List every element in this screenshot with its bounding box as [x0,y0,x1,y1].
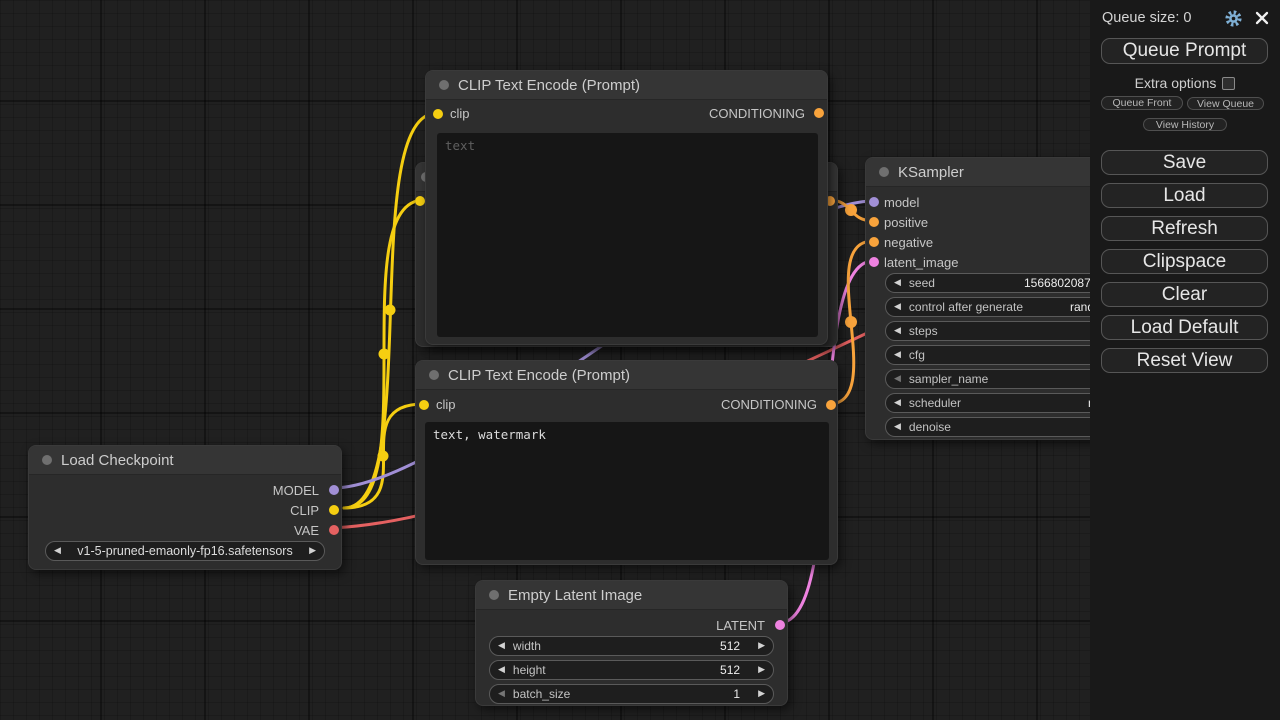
negative-input-port[interactable] [869,237,879,247]
prev-arrow[interactable]: ◀ [894,373,901,384]
comfy-menu-panel: Queue size: 0 Queue Prompt Extra options… [1090,0,1280,720]
vae-output-port[interactable] [329,525,339,535]
vae-output-label: VAE [293,523,319,538]
negative-input-label: negative [884,235,934,250]
node-title: CLIP Text Encode (Prompt) [458,76,641,94]
refresh-button[interactable]: Refresh [1101,216,1268,241]
collapse-dot[interactable] [439,80,449,90]
clip-text-encode-node-top[interactable]: CLIP Text Encode (Prompt) clip CONDITION… [425,70,828,345]
close-icon[interactable] [1254,10,1270,26]
extra-options-checkbox[interactable] [1222,76,1236,90]
load-button[interactable]: Load [1101,183,1268,208]
conditioning-output-label: CONDITIONING [708,106,805,121]
decrement-arrow[interactable]: ◀ [498,664,505,675]
latent-image-input-port[interactable] [869,257,879,267]
link-midpoint-dot [845,204,857,216]
ckpt-name-widget[interactable]: ◀ v1-5-pruned-emaonly-fp16.safetensors ▶ [45,541,325,561]
reset-view-button[interactable]: Reset View [1101,348,1268,373]
collapse-dot[interactable] [42,455,52,465]
positive-input-label: positive [884,215,929,230]
latent-output-label: LATENT [716,618,765,633]
ckpt-name-value: v1-5-pruned-emaonly-fp16.safetensors [77,544,293,558]
positive-input-port[interactable] [869,217,879,227]
view-history-button[interactable]: View History [1143,118,1227,131]
decrement-arrow[interactable]: ◀ [894,421,901,432]
clipspace-button[interactable]: Clipspace [1101,249,1268,274]
node-title: CLIP Text Encode (Prompt) [448,366,631,384]
clip-input-port[interactable] [419,400,429,410]
node-title-bar: CLIP Text Encode (Prompt) [416,361,837,390]
model-input-label: model [884,195,920,210]
node-title: Empty Latent Image [508,586,643,604]
load-default-button[interactable]: Load Default [1101,315,1268,340]
node-title-bar: CLIP Text Encode (Prompt) [426,71,827,100]
clip-input-label: clip [436,397,456,412]
link-midpoint-dot [384,304,396,316]
decrement-arrow[interactable]: ◀ [498,688,505,699]
batch-size-widget[interactable]: ◀ batch_size 1 ▶ [489,684,774,704]
empty-latent-image-node[interactable]: Empty Latent Image LATENT ◀ width 512 ▶ … [475,580,788,706]
collapse-dot[interactable] [429,370,439,380]
prompt-textarea[interactable]: text, watermark [425,422,829,560]
prev-arrow[interactable]: ◀ [894,397,901,408]
decrement-arrow[interactable]: ◀ [498,640,505,651]
clip-output-label: CLIP [290,503,319,518]
next-arrow[interactable]: ▶ [309,545,316,556]
prompt-textarea[interactable] [437,133,818,337]
decrement-arrow[interactable]: ◀ [894,277,901,288]
collapse-dot[interactable] [489,590,499,600]
increment-arrow[interactable]: ▶ [758,664,765,675]
save-button[interactable]: Save [1101,150,1268,175]
clip-input-label: clip [450,106,470,121]
model-input-port[interactable] [869,197,879,207]
conditioning-output-port[interactable] [814,108,824,118]
clip-text-encode-node-negative[interactable]: CLIP Text Encode (Prompt) clip CONDITION… [415,360,838,565]
model-output-label: MODEL [272,483,319,498]
clear-button[interactable]: Clear [1101,282,1268,307]
conditioning-output-port[interactable] [825,196,835,206]
queue-front-button[interactable]: Queue Front [1101,96,1183,110]
height-widget[interactable]: ◀ height 512 ▶ [489,660,774,680]
settings-gear-icon[interactable] [1224,9,1243,28]
clip-input-port[interactable] [433,109,443,119]
node-title: Load Checkpoint [61,451,174,469]
link-midpoint-dot [377,450,389,462]
increment-arrow[interactable]: ▶ [758,640,765,651]
latent-image-input-label: latent_image [884,255,959,270]
latent-output-port[interactable] [775,620,785,630]
collapse-dot[interactable] [879,167,889,177]
queue-size-label: Queue size: 0 [1102,10,1192,26]
load-checkpoint-node[interactable]: Load Checkpoint MODEL CLIP VAE ◀ v1-5-pr… [28,445,342,570]
clip-output-port[interactable] [329,505,339,515]
node-title-bar: Empty Latent Image [476,581,787,610]
link-midpoint-dot [845,316,857,328]
view-queue-button[interactable]: View Queue [1187,97,1264,110]
node-title-bar: Load Checkpoint [29,446,341,475]
extra-options-label: Extra options [1134,75,1217,91]
conditioning-output-label: CONDITIONING [720,397,817,412]
extra-options-row: Extra options [1090,75,1280,91]
model-output-port[interactable] [329,485,339,495]
decrement-arrow[interactable]: ◀ [894,349,901,360]
link-midpoint-dot [378,348,390,360]
width-widget[interactable]: ◀ width 512 ▶ [489,636,774,656]
prev-arrow[interactable]: ◀ [54,545,61,556]
decrement-arrow[interactable]: ◀ [894,325,901,336]
node-title: KSampler [898,163,964,181]
queue-prompt-button[interactable]: Queue Prompt [1101,38,1268,64]
increment-arrow[interactable]: ▶ [758,688,765,699]
conditioning-output-port[interactable] [826,400,836,410]
clip-input-port[interactable] [415,196,425,206]
decrement-arrow[interactable]: ◀ [894,301,901,312]
